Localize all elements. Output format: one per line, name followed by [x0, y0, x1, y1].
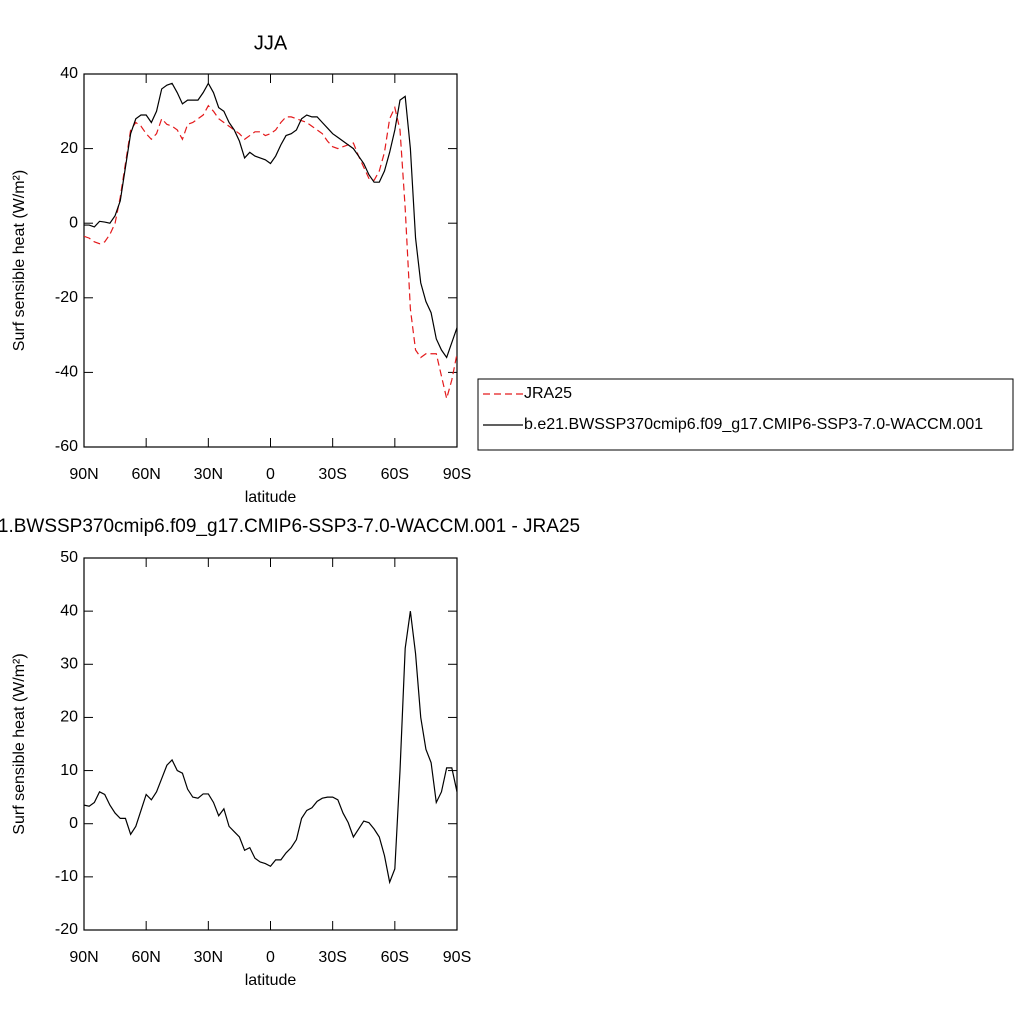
y-tick-label: -20: [55, 289, 78, 306]
y-tick-label: 30: [60, 656, 78, 673]
chart-title: JJA: [254, 32, 288, 54]
x-tick-label: 90N: [69, 466, 98, 483]
y-axis-label: Surf sensible heat (W/m²): [11, 170, 28, 351]
chart-title: b.e21.BWSSP370cmip6.f09_g17.CMIP6-SSP3-7…: [0, 516, 580, 537]
x-tick-label: 0: [266, 949, 275, 966]
x-tick-label: 90S: [443, 949, 471, 966]
x-axis-label: latitude: [245, 489, 297, 506]
y-tick-label: 40: [60, 65, 78, 82]
y-tick-label: -20: [55, 921, 78, 938]
x-tick-label: 0: [266, 466, 275, 483]
y-tick-label: 50: [60, 549, 78, 566]
x-tick-label: 30N: [194, 949, 223, 966]
legend: JRA25 b.e21.BWSSP370cmip6.f09_g17.CMIP6-S…: [477, 378, 1014, 451]
y-tick-label: 20: [60, 709, 78, 726]
x-tick-label: 60N: [131, 949, 160, 966]
legend-label: b.e21.BWSSP370cmip6.f09_g17.CMIP6-SSP3-7…: [524, 416, 983, 433]
data-line: [84, 104, 457, 399]
y-tick-label: 0: [69, 815, 78, 832]
x-tick-label: 60S: [381, 466, 409, 483]
x-tick-label: 30N: [194, 466, 223, 483]
y-tick-label: -10: [55, 868, 78, 885]
y-tick-label: 20: [60, 140, 78, 157]
x-tick-label: 30S: [318, 949, 346, 966]
x-tick-label: 90N: [69, 949, 98, 966]
x-tick-label: 30S: [318, 466, 346, 483]
y-tick-label: 10: [60, 762, 78, 779]
x-tick-label: 90S: [443, 466, 471, 483]
legend-label: JRA25: [524, 385, 572, 402]
y-axis-label: Surf sensible heat (W/m²): [11, 653, 28, 834]
x-tick-label: 60N: [131, 466, 160, 483]
y-tick-label: -40: [55, 364, 78, 381]
y-tick-label: -60: [55, 438, 78, 455]
y-tick-label: 0: [69, 214, 78, 231]
x-tick-label: 60S: [381, 949, 409, 966]
data-line: [84, 611, 457, 885]
plot-frame: [83, 73, 458, 448]
y-tick-label: 40: [60, 602, 78, 619]
data-line: [84, 82, 457, 359]
x-axis-label: latitude: [245, 972, 297, 989]
legend-box: [477, 378, 1014, 451]
